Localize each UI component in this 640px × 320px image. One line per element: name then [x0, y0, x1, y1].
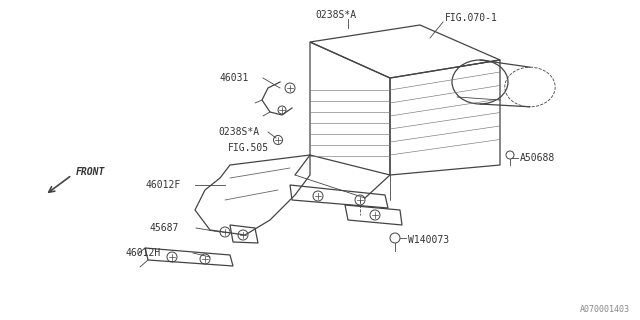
Text: 46012H: 46012H [125, 248, 160, 258]
Text: FRONT: FRONT [76, 167, 106, 177]
Text: W140073: W140073 [408, 235, 449, 245]
Text: A50688: A50688 [520, 153, 556, 163]
Text: 46031: 46031 [220, 73, 250, 83]
Text: 46012F: 46012F [145, 180, 180, 190]
Text: 0238S*A: 0238S*A [218, 127, 259, 137]
Text: FIG.070-1: FIG.070-1 [445, 13, 498, 23]
Text: A070001403: A070001403 [580, 306, 630, 315]
Text: 0238S*A: 0238S*A [315, 10, 356, 20]
Text: FIG.505: FIG.505 [228, 143, 269, 153]
Text: 45687: 45687 [150, 223, 179, 233]
